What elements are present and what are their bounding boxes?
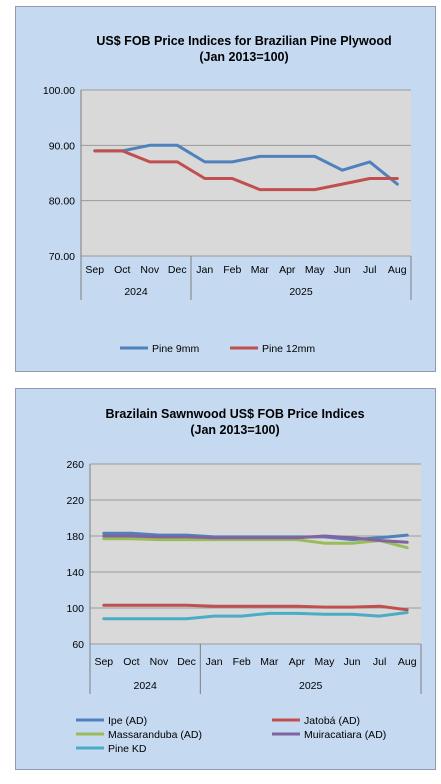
series-line bbox=[102, 603, 409, 612]
x-tick-label: Jul bbox=[373, 656, 386, 668]
chart-title: US$ FOB Price Indices for Brazilian Pine… bbox=[96, 34, 391, 48]
plywood-price-chart: US$ FOB Price Indices for Brazilian Pine… bbox=[43, 34, 412, 355]
x-tick-label: Sep bbox=[85, 264, 104, 276]
y-tick-label: 220 bbox=[66, 495, 84, 507]
series-line bbox=[93, 149, 399, 192]
series-line bbox=[102, 537, 409, 550]
plot-area bbox=[81, 90, 411, 256]
y-tick-label: 100 bbox=[66, 603, 84, 615]
x-tick-label: Sep bbox=[94, 656, 113, 668]
legend-label: Pine 12mm bbox=[262, 343, 315, 355]
x-tick-label: Dec bbox=[177, 656, 196, 668]
legend-label: Jatobá (AD) bbox=[304, 715, 360, 727]
y-tick-label: 90.00 bbox=[49, 140, 75, 152]
x-tick-label: Aug bbox=[398, 656, 417, 668]
legend-label: Ipe (AD) bbox=[108, 715, 147, 727]
series-line bbox=[93, 143, 399, 186]
legend-label: Muiracatiara (AD) bbox=[304, 729, 386, 741]
y-tick-label: 140 bbox=[66, 567, 84, 579]
x-tick-label: Nov bbox=[150, 656, 169, 668]
x-tick-label: Oct bbox=[123, 656, 139, 668]
chart-subtitle: (Jan 2013=100) bbox=[199, 50, 288, 64]
x-tick-label: Nov bbox=[140, 264, 159, 276]
y-tick-label: 60 bbox=[72, 639, 84, 651]
y-tick-label: 70.00 bbox=[49, 251, 75, 263]
x-tick-label: Feb bbox=[233, 656, 251, 668]
x-tick-label: Apr bbox=[289, 656, 306, 668]
x-tick-label: Apr bbox=[279, 264, 296, 276]
x-tick-label: May bbox=[315, 656, 336, 668]
series-line bbox=[102, 611, 409, 621]
chart-subtitle: (Jan 2013=100) bbox=[190, 423, 279, 437]
chart-panel-sawnwood: Brazilain Sawnwood US$ FOB Price Indices… bbox=[15, 388, 436, 770]
y-tick-label: 180 bbox=[66, 531, 84, 543]
year-label: 2024 bbox=[124, 286, 148, 298]
x-tick-label: Mar bbox=[251, 264, 270, 276]
legend-label: Pine 9mm bbox=[152, 343, 200, 355]
x-tick-label: Feb bbox=[223, 264, 241, 276]
y-tick-label: 100.00 bbox=[43, 85, 75, 97]
x-tick-label: Dec bbox=[168, 264, 187, 276]
y-tick-label: 80.00 bbox=[49, 196, 75, 208]
y-tick-label: 260 bbox=[66, 459, 84, 471]
x-tick-label: Jan bbox=[196, 264, 213, 276]
chart-title: Brazilain Sawnwood US$ FOB Price Indices bbox=[105, 407, 364, 421]
x-tick-label: Jan bbox=[206, 656, 223, 668]
x-tick-label: May bbox=[305, 264, 326, 276]
legend-label: Massaranduba (AD) bbox=[108, 729, 202, 741]
x-tick-label: Jul bbox=[363, 264, 376, 276]
chart-panel-plywood: US$ FOB Price Indices for Brazilian Pine… bbox=[15, 6, 436, 372]
legend-label: Pine KD bbox=[108, 743, 147, 755]
year-label: 2025 bbox=[289, 286, 313, 298]
sawnwood-price-chart: Brazilain Sawnwood US$ FOB Price Indices… bbox=[66, 407, 422, 755]
x-tick-label: Jun bbox=[334, 264, 351, 276]
x-tick-label: Mar bbox=[260, 656, 279, 668]
year-label: 2025 bbox=[299, 680, 323, 692]
year-label: 2024 bbox=[133, 680, 157, 692]
x-tick-label: Oct bbox=[114, 264, 130, 276]
x-tick-label: Jun bbox=[344, 656, 361, 668]
x-tick-label: Aug bbox=[388, 264, 407, 276]
series-line bbox=[102, 534, 409, 544]
